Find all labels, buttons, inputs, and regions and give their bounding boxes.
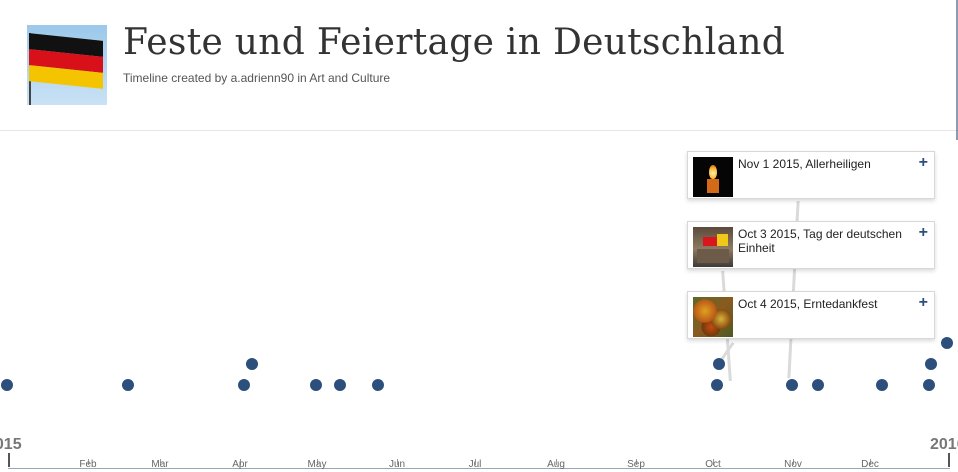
event-label: Nov 1 2015, Allerheiligen <box>738 157 871 171</box>
year-label-start: 2015 <box>0 436 22 453</box>
month-tick <box>713 459 714 465</box>
page-title: Feste und Feiertage in Deutschland <box>123 22 786 63</box>
event-dot[interactable] <box>372 379 384 391</box>
harvest-photo <box>693 297 733 337</box>
month-label: Aug <box>547 459 565 470</box>
month-label: May <box>307 459 327 470</box>
month-label: Oct <box>705 459 721 470</box>
timeline-header: Feste und Feiertage in Deutschland Timel… <box>0 0 958 131</box>
event-dot[interactable] <box>246 358 258 370</box>
month-label: Apr <box>232 459 248 470</box>
month-tick <box>870 459 871 465</box>
month-tick <box>556 459 557 465</box>
event-dot[interactable] <box>713 358 725 370</box>
month-tick <box>397 459 398 465</box>
event-dot[interactable] <box>812 379 824 391</box>
german-flag-icon <box>27 25 107 105</box>
month-tick <box>88 459 89 465</box>
month-label: Sep <box>627 459 645 470</box>
month-label: Mar <box>151 459 169 470</box>
month-label: Feb <box>79 459 97 470</box>
month-tick <box>636 459 637 465</box>
month-label: Dec <box>861 459 879 470</box>
unity-day-photo <box>693 227 733 267</box>
year-label-end: 2016 <box>930 436 958 453</box>
event-dot[interactable] <box>876 379 888 391</box>
event-dot[interactable] <box>334 379 346 391</box>
expand-plus-icon[interactable]: + <box>918 294 928 311</box>
year-tick-start <box>8 453 10 467</box>
month-label: Nov <box>784 459 802 470</box>
event-dot[interactable] <box>923 379 935 391</box>
event-dot[interactable] <box>310 379 322 391</box>
event-dot[interactable] <box>711 379 723 391</box>
event-dot[interactable] <box>925 358 937 370</box>
month-label: Jul <box>468 459 482 470</box>
event-dot[interactable] <box>238 379 250 391</box>
page-edge-divider <box>956 0 958 140</box>
event-dot[interactable] <box>1 379 13 391</box>
event-dot[interactable] <box>122 379 134 391</box>
event-card-allerheiligen[interactable]: Nov 1 2015, Allerheiligen + <box>687 151 935 199</box>
month-tick <box>475 459 476 465</box>
event-dot[interactable] <box>941 337 953 349</box>
event-label: Oct 4 2015, Erntedankfest <box>738 297 878 311</box>
event-dot[interactable] <box>786 379 798 391</box>
month-label: Jun <box>388 459 406 470</box>
event-card-einheit[interactable]: Oct 3 2015, Tag der deutschen Einheit + <box>687 221 935 269</box>
month-tick <box>793 459 794 465</box>
timeline-axis <box>8 468 950 469</box>
timeline-area[interactable]: Nov 1 2015, Allerheiligen + Oct 3 2015, … <box>0 131 958 472</box>
expand-plus-icon[interactable]: + <box>918 224 928 241</box>
event-label: Oct 3 2015, Tag der deutschen Einheit <box>738 227 902 255</box>
year-tick-end <box>948 453 950 467</box>
event-card-erntedank[interactable]: Oct 4 2015, Erntedankfest + <box>687 291 935 339</box>
page-subtitle: Timeline created by a.adrienn90 in Art a… <box>123 71 391 85</box>
expand-plus-icon[interactable]: + <box>918 154 928 171</box>
month-tick <box>240 459 241 465</box>
month-tick <box>160 459 161 465</box>
candle-icon <box>693 157 733 197</box>
month-tick <box>317 459 318 465</box>
